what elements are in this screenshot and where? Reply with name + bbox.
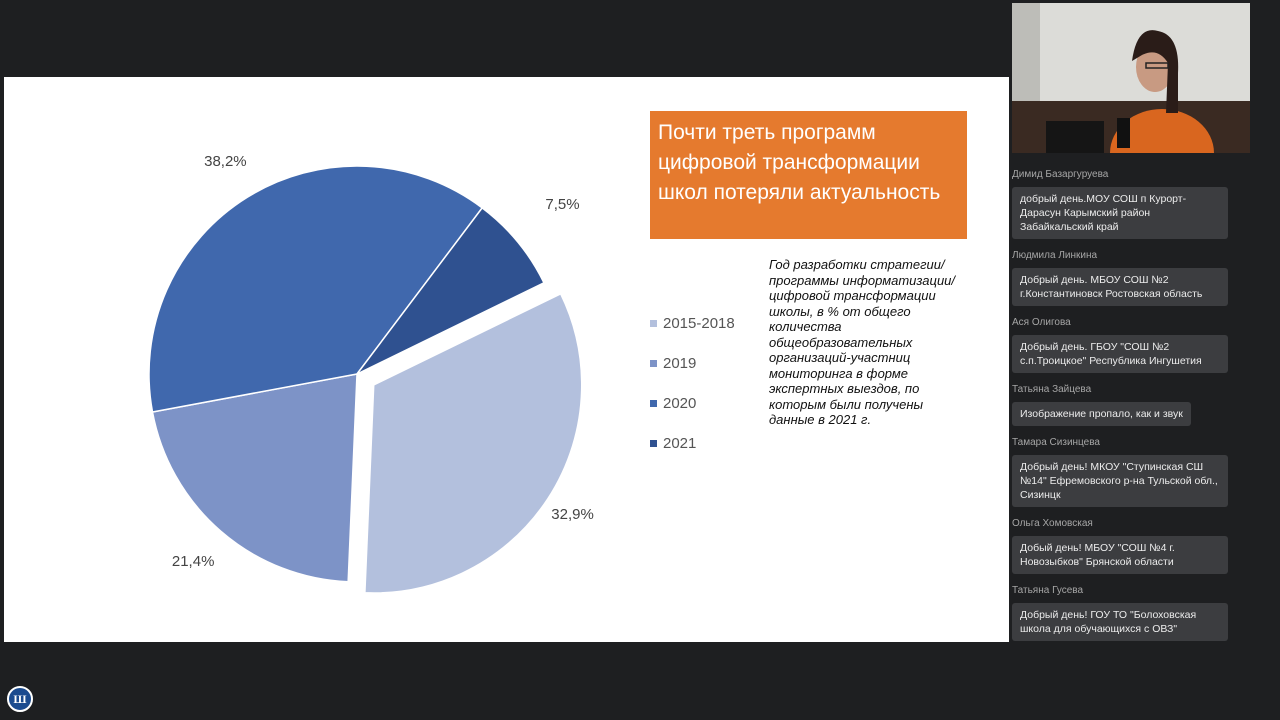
legend-swatch [650,399,657,407]
pie-label-2015-2018: 32,9% [551,506,594,524]
chat-bubble: Добрый день. МБОУ СОШ №2 г.Константиновс… [1012,268,1228,306]
chat-message: Ася Олигова Добрый день. ГБОУ "СОШ №2 с.п… [1012,310,1274,373]
chat-author: Димид Базаргуруева [1012,169,1109,180]
legend-swatch [650,319,657,327]
legend-label: 2015-2018 [663,314,735,332]
pie-slice-2015-2018 [364,292,583,594]
pie-slice-2021 [356,206,545,375]
chat-message: Димид Базаргуруева добрый день.МОУ СОШ п … [1012,162,1274,239]
legend-item-2015-2018: 2015-2018 [650,303,735,343]
pie-label-2020: 38,2% [204,152,247,170]
legend-label: 2021 [663,434,697,452]
slide-title: Почти треть программ цифровой трансформа… [650,111,967,239]
chat-message: Татьяна Зайцева Изображение пропало, как … [1012,377,1274,426]
presenter-video-icon [1012,3,1250,153]
chat-bubble: Добрый день. ГБОУ "СОШ №2 с.п.Троицкое" … [1012,335,1228,373]
chat-message: Тамара Сизинцева Добрый день! МКОУ "Ступи… [1012,430,1274,507]
legend-item-2020: 2020 [650,383,735,423]
legend-label: 2019 [663,354,697,372]
chat-message: Ольга Хомовская Добый день! МБОУ "СОШ №4 … [1012,511,1274,574]
chat-author: Ася Олигова [1012,317,1071,328]
pie-slice-2019 [151,373,358,583]
pie-label-2019: 21,4% [171,553,215,571]
legend-swatch [650,359,657,367]
chat-panel[interactable]: Димид Базаргуруева добрый день.МОУ СОШ п … [1012,162,1274,645]
chart-note: Год разработки стратегии/ программы инфо… [769,257,956,427]
legend-swatch [650,439,657,447]
chat-bubble: Добый день! МБОУ "СОШ №4 г. Новозыбков" … [1012,536,1228,574]
chat-bubble: Добрый день! МКОУ "Ступинская СШ №14" Еф… [1012,455,1228,507]
legend-label: 2020 [663,394,697,412]
legend-item-2021: 2021 [650,423,735,463]
pie-chart [148,165,583,594]
chat-message: Татьяна Гусева Добрый день! ГОУ ТО "Болох… [1012,578,1274,641]
legend-item-2019: 2019 [650,343,735,383]
chart-legend: 2015-2018 2019 2020 2021 [650,303,735,463]
chat-author: Тамара Сизинцева [1012,437,1100,448]
presenter-webcam[interactable] [1012,3,1250,153]
presentation-slide: 32,9% 21,4% 38,2% 7,5% Почти треть программ… [4,77,1009,642]
hse-logo: Ш [7,686,33,712]
chat-bubble: Изображение пропало, как и звук [1012,402,1191,426]
pie-slice-2020 [148,165,484,413]
chat-author: Татьяна Зайцева [1012,384,1092,395]
chat-bubble: добрый день.МОУ СОШ п Курорт-Дарасун Кар… [1012,187,1228,239]
chat-bubble: Добрый день! ГОУ ТО "Болоховская школа д… [1012,603,1228,641]
chat-message: Людмила Линкина Добрый день. МБОУ СОШ №2 … [1012,243,1274,306]
chat-author: Татьяна Гусева [1012,585,1084,596]
pie-label-2021: 7,5% [545,195,580,213]
chat-author: Ольга Хомовская [1012,518,1093,529]
chat-author: Людмила Линкина [1012,250,1098,261]
